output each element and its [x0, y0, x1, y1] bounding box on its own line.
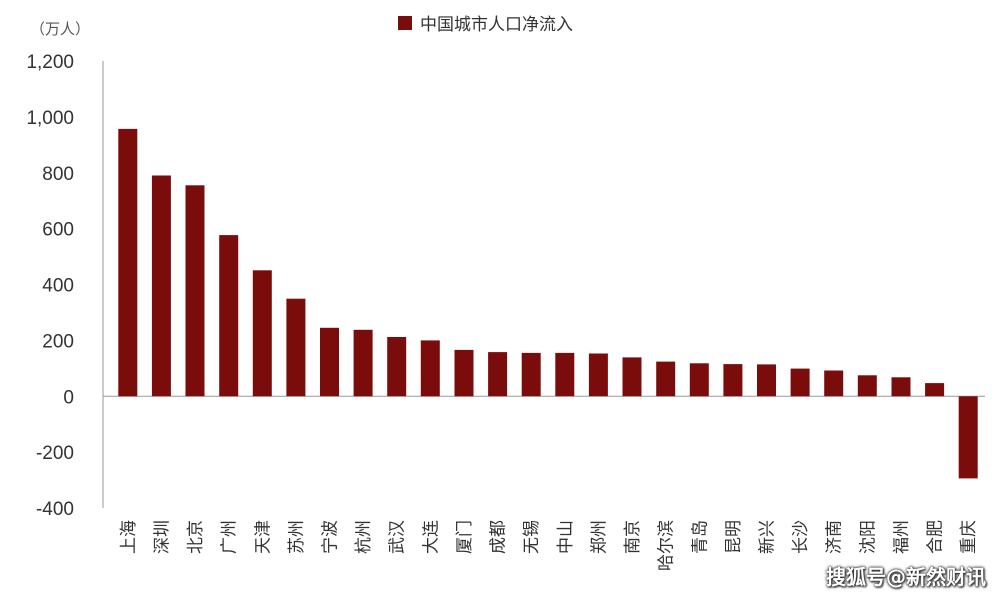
bar — [588, 353, 608, 397]
bar — [420, 340, 440, 397]
bar — [958, 396, 978, 479]
bar — [252, 270, 272, 397]
x-tick-label: 昆明 — [724, 520, 744, 554]
x-tick-label: 大连 — [421, 520, 441, 554]
x-tick-label: 深圳 — [152, 520, 172, 554]
bar — [320, 327, 339, 397]
bar — [689, 363, 709, 397]
legend-label: 中国城市人口净流入 — [420, 15, 573, 35]
legend-swatch — [398, 15, 412, 30]
x-tick-label: 中山 — [556, 520, 576, 554]
bar — [151, 175, 171, 397]
bar — [454, 349, 474, 397]
bar — [757, 364, 776, 397]
x-tick-label: 济南 — [825, 520, 845, 554]
bar — [521, 352, 541, 397]
x-tick-label: 福州 — [892, 520, 912, 554]
y-axis-unit-label: （万人） — [30, 20, 91, 38]
x-tick-label: 南京 — [623, 520, 643, 554]
y-tick-label: -400 — [36, 499, 74, 520]
y-tick-label: 400 — [42, 276, 74, 297]
y-tick-label: 200 — [42, 331, 74, 352]
y-tick-label: 800 — [42, 164, 74, 185]
x-tick-label: 北京 — [186, 520, 206, 554]
y-tick-label: -200 — [36, 443, 74, 464]
bar — [857, 375, 877, 397]
bar — [353, 329, 373, 397]
x-tick-label: 青岛 — [690, 520, 710, 554]
x-tick-label: 郑州 — [589, 520, 609, 554]
x-tick-label: 武汉 — [388, 520, 408, 554]
x-tick-label: 厦门 — [455, 520, 475, 554]
x-tick-label: 沈阳 — [858, 520, 878, 554]
x-tick-label: 天津 — [253, 520, 273, 554]
y-tick-label: 1,200 — [26, 52, 74, 73]
bar — [723, 364, 743, 397]
x-tick-label: 合肥 — [926, 520, 946, 554]
bar — [219, 235, 239, 397]
watermark: 搜狐号@新然财讯 — [826, 565, 986, 589]
bar — [555, 352, 575, 397]
x-tick-label: 新兴 — [758, 520, 778, 554]
bar — [185, 185, 205, 397]
x-tick-label: 杭州 — [354, 520, 374, 554]
x-tick-label: 长沙 — [791, 520, 811, 554]
y-tick-label: 0 — [63, 387, 74, 408]
x-tick-label: 宁波 — [321, 520, 341, 554]
chart-legend: 中国城市人口净流入 — [398, 10, 573, 35]
bar — [622, 357, 642, 397]
y-tick-label: 1,000 — [26, 108, 74, 129]
x-tick-label: 无锡 — [522, 520, 542, 554]
bar — [925, 383, 945, 397]
x-tick-label: 重庆 — [959, 520, 979, 554]
x-tick-label: 苏州 — [287, 520, 307, 554]
x-tick-label: 广州 — [220, 520, 240, 554]
x-tick-label: 哈尔滨 — [657, 520, 677, 571]
bar — [286, 298, 306, 397]
x-tick-label: 成都 — [489, 520, 509, 554]
y-tick-label: 600 — [42, 220, 74, 241]
bar — [891, 377, 911, 397]
x-tick-label: 上海 — [119, 520, 139, 554]
bar — [118, 128, 138, 397]
bar — [387, 337, 407, 397]
bar — [824, 370, 844, 397]
bar — [790, 368, 810, 397]
bar — [656, 361, 676, 397]
bar — [488, 352, 508, 397]
